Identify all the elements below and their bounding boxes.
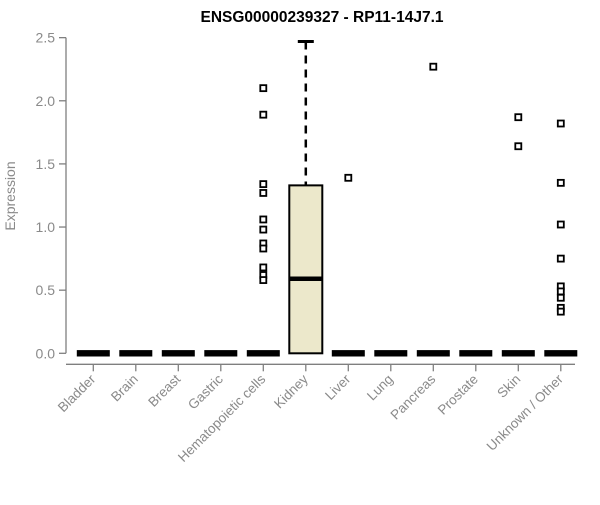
x-tick-label-pancreas: Pancreas <box>387 371 438 422</box>
plot-layer <box>76 39 578 357</box>
outlier-point-unknown-other <box>556 307 565 316</box>
outlier-point-skin <box>514 113 523 122</box>
outlier-point-pancreas <box>429 62 438 71</box>
x-tick-label-gastric: Gastric <box>185 371 226 412</box>
outlier-point-hematopoietic-cells <box>259 110 268 119</box>
x-tick-label-lung: Lung <box>364 372 396 404</box>
x-tick-label-skin: Skin <box>494 372 523 401</box>
outlier-point-hematopoietic-cells <box>259 189 268 197</box>
outlier-point-unknown-other <box>556 220 565 229</box>
flat-box-unknown-other <box>544 350 578 357</box>
chart-title: ENSG00000239327 - RP11-14J7.1 <box>200 9 443 26</box>
x-tick-label-brain: Brain <box>108 372 141 405</box>
outlier-point-hematopoietic-cells <box>259 244 268 253</box>
outlier-point-hematopoietic-cells <box>259 276 268 284</box>
y-tick-label: 2.5 <box>36 30 56 46</box>
outlier-point-unknown-other <box>556 254 565 263</box>
y-tick-label: 0.0 <box>36 345 56 361</box>
x-tick-label-breast: Breast <box>145 371 183 409</box>
flat-box-skin <box>501 350 535 357</box>
outlier-point-unknown-other <box>556 293 565 302</box>
x-tick-label-kidney: Kidney <box>271 371 311 411</box>
flat-box-lung <box>374 350 408 357</box>
x-tick-label-liver: Liver <box>322 371 354 403</box>
x-tick-label-prostate: Prostate <box>435 372 481 418</box>
y-tick-label: 0.5 <box>36 282 56 298</box>
outlier-point-hematopoietic-cells <box>259 225 268 234</box>
flat-box-liver <box>331 350 365 357</box>
flat-box-hematopoietic-cells <box>246 350 280 357</box>
flat-box-pancreas <box>416 350 450 357</box>
x-tick-label-unknown-other: Unknown / Other <box>484 371 567 454</box>
outlier-point-unknown-other <box>556 178 565 187</box>
y-tick-label: 1.5 <box>36 156 56 172</box>
box-kidney <box>288 184 324 355</box>
y-axis-title: Expression <box>2 161 18 230</box>
y-tick-label: 1.0 <box>36 219 56 235</box>
outlier-point-liver <box>344 173 353 182</box>
outlier-point-hematopoietic-cells <box>259 84 268 93</box>
outlier-point-unknown-other <box>556 119 565 128</box>
outlier-point-hematopoietic-cells <box>259 263 268 272</box>
flat-box-bladder <box>76 350 110 357</box>
x-tick-label-bladder: Bladder <box>55 371 99 415</box>
outlier-point-skin <box>514 142 523 151</box>
outlier-point-hematopoietic-cells <box>259 215 268 224</box>
flat-box-brain <box>119 350 153 357</box>
outlier-point-hematopoietic-cells <box>259 180 268 189</box>
outlier-point-unknown-other <box>556 287 565 296</box>
y-tick-label: 2.0 <box>36 93 56 109</box>
flat-box-breast <box>161 350 195 357</box>
flat-box-gastric <box>204 350 238 357</box>
flat-box-prostate <box>459 350 493 357</box>
